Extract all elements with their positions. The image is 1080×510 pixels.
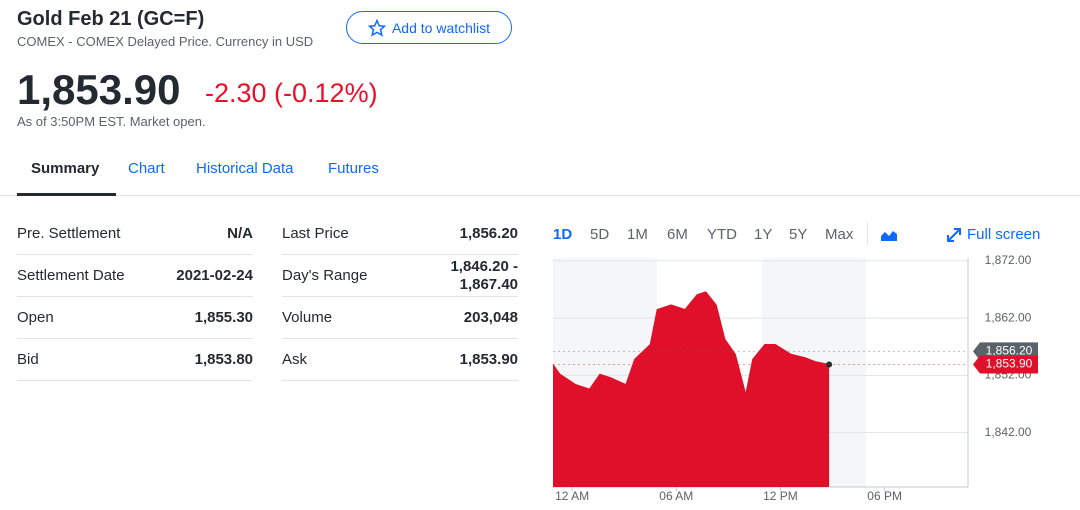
row-label: Ask xyxy=(282,351,308,368)
tab[interactable]: Historical Data xyxy=(196,160,294,177)
y-tick-label: 1,862.00 xyxy=(985,310,1032,324)
price-line xyxy=(552,291,830,395)
row-value: 1,846.20 - 1,867.40 xyxy=(450,258,518,293)
price-badge-label: 1,853.90 xyxy=(986,357,1033,371)
x-tick-label: 12 PM xyxy=(763,489,798,503)
range-button[interactable]: Max xyxy=(825,226,854,243)
tab[interactable]: Chart xyxy=(128,160,165,177)
row-value: N/A xyxy=(227,225,253,242)
row-value: 1,856.20 xyxy=(459,225,518,242)
table-row: Open 1,855.30 xyxy=(17,296,253,339)
tab-underline xyxy=(17,193,116,196)
as-of: As of 3:50PM EST. Market open. xyxy=(17,114,206,129)
table-row: Day's Range 1,846.20 - 1,867.40 xyxy=(282,254,518,297)
y-tick-label: 1,872.00 xyxy=(985,253,1032,267)
row-label: Open xyxy=(17,309,54,326)
price: 1,853.90 xyxy=(17,66,181,113)
table-row: Bid 1,853.80 xyxy=(17,338,253,381)
title: Gold Feb 21 (GC=F) xyxy=(17,8,205,30)
row-value: 1,853.90 xyxy=(459,351,518,368)
price-change: -2.30 (-0.12%) xyxy=(205,78,378,108)
tab[interactable]: Summary xyxy=(31,160,100,177)
tab[interactable]: Futures xyxy=(328,160,379,177)
tab-divider xyxy=(0,195,1080,196)
table-row: Volume 203,048 xyxy=(282,296,518,339)
table-row: Settlement Date 2021-02-24 xyxy=(17,254,253,297)
row-value: 2021-02-24 xyxy=(176,267,253,284)
watchlist-button[interactable]: Add to watchlist xyxy=(346,11,512,44)
subtitle: COMEX - COMEX Delayed Price. Currency in… xyxy=(17,34,314,49)
range-divider xyxy=(867,222,868,244)
row-value: 1,855.30 xyxy=(194,309,253,326)
range-button[interactable]: 5Y xyxy=(789,226,808,243)
area-fill xyxy=(553,291,830,487)
row-label: Last Price xyxy=(282,225,349,242)
table-row: Pre. Settlement N/A xyxy=(17,212,253,255)
range-button[interactable]: 1D xyxy=(553,226,573,243)
x-tick-label: 12 AM xyxy=(555,489,589,503)
row-value: 1,853.80 xyxy=(194,351,253,368)
row-label: Day's Range xyxy=(282,267,368,284)
range-button[interactable]: 1M xyxy=(627,226,648,243)
range-button[interactable]: 6M xyxy=(667,226,688,243)
row-label: Bid xyxy=(17,351,39,368)
range-button[interactable]: YTD xyxy=(707,226,737,243)
range-button[interactable]: 5D xyxy=(590,226,610,243)
price-badge xyxy=(973,355,1038,374)
fullscreen-icon xyxy=(947,228,961,242)
y-tick-label: 1,842.00 xyxy=(985,425,1032,439)
row-label: Volume xyxy=(282,309,333,326)
x-tick-label: 06 PM xyxy=(867,489,902,503)
price-badge-label: 1,856.20 xyxy=(986,343,1033,357)
range-button[interactable]: 1Y xyxy=(754,226,773,243)
row-value: 203,048 xyxy=(463,309,518,326)
table-row: Last Price 1,856.20 xyxy=(282,212,518,255)
chart-type-icon[interactable] xyxy=(880,228,898,242)
last-point xyxy=(826,361,833,368)
star-icon xyxy=(367,18,386,37)
x-tick-label: 06 AM xyxy=(659,489,693,503)
table-row: Ask 1,853.90 xyxy=(282,338,518,381)
fullscreen-link[interactable]: Full screen xyxy=(967,226,1041,243)
row-label: Settlement Date xyxy=(17,267,125,284)
watchlist-label: Add to watchlist xyxy=(391,19,491,36)
row-label: Pre. Settlement xyxy=(17,225,121,242)
